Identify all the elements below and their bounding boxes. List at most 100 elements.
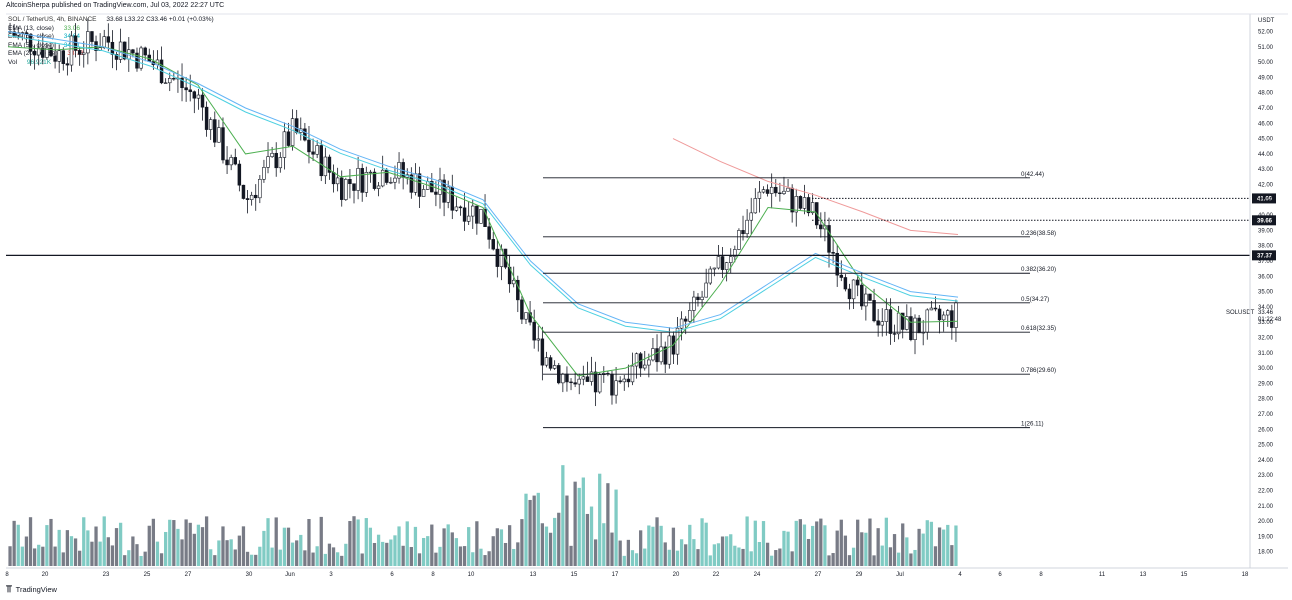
price-tick-label: 38.00 xyxy=(1258,244,1274,250)
candle-body xyxy=(311,151,315,155)
candle-body xyxy=(569,381,573,384)
volume-bar xyxy=(196,524,201,566)
price-tick-label: 24.00 xyxy=(1258,458,1274,464)
price-tick-label: 32.00 xyxy=(1258,336,1274,342)
ohlc-readout: 33.68 L33.22 C33.46 +0.01 (+0.03%) xyxy=(106,16,214,23)
volume-bar xyxy=(503,542,508,566)
candle-body xyxy=(860,284,864,307)
candle-body xyxy=(581,376,586,380)
volume-bar xyxy=(57,529,61,566)
volume-bar xyxy=(467,527,471,566)
candle-body xyxy=(544,357,549,366)
volume-bar xyxy=(716,543,721,566)
time-tick-label: 4 xyxy=(958,572,962,578)
volume-bar xyxy=(381,541,385,566)
candlesticks xyxy=(8,18,958,407)
ema-line xyxy=(7,35,959,333)
volume-bar xyxy=(28,517,33,566)
candle-body xyxy=(221,127,225,161)
volume-bar xyxy=(299,534,303,566)
volume-bar xyxy=(372,542,377,566)
volume-bar xyxy=(671,527,676,566)
volume-bar xyxy=(909,553,913,566)
candle-body xyxy=(647,359,651,366)
volume-bar xyxy=(86,530,90,566)
legend-row[interactable]: EMA (13, close) 33.06 xyxy=(8,25,214,34)
candle-body xyxy=(53,55,57,62)
candle-body xyxy=(659,346,663,363)
time-tick-label: 3 xyxy=(329,572,333,578)
time-tick-label: 27 xyxy=(185,572,192,578)
volume-bar xyxy=(12,520,16,566)
candle-body xyxy=(217,127,221,143)
candle-body xyxy=(520,299,524,320)
volume-bar xyxy=(810,525,815,566)
candle-body xyxy=(282,131,287,158)
candle-body xyxy=(929,307,934,311)
volume-bar xyxy=(131,536,135,566)
volume-bar xyxy=(700,518,704,566)
volume-bar xyxy=(823,525,827,566)
volume-bar xyxy=(950,545,954,566)
volume-bar xyxy=(565,495,569,566)
time-tick-label: 29 xyxy=(856,572,863,578)
price-tick-label: 31.00 xyxy=(1258,351,1274,357)
volume-bar xyxy=(933,546,938,566)
candle-body xyxy=(73,35,78,51)
candle-body xyxy=(204,106,209,130)
candle-body xyxy=(855,279,860,286)
candle-body xyxy=(339,177,344,200)
candle-body xyxy=(106,36,111,43)
fib-retracement[interactable]: 0(42.44) 0.236(38.58) 0.382(36.20) 0.5(34.2… xyxy=(543,171,1056,429)
volume-bar xyxy=(851,547,856,566)
volume-bar xyxy=(737,547,741,566)
volume-bar xyxy=(667,549,671,566)
candle-body xyxy=(491,239,495,250)
volume-bar xyxy=(73,538,78,566)
price-tick-label: 46.00 xyxy=(1258,121,1274,127)
candle-body xyxy=(434,191,438,195)
candle-body xyxy=(900,312,905,330)
candle-body xyxy=(409,174,414,193)
volume-bar xyxy=(102,516,106,566)
symbol-label: SOL / TetherUS, 4h, BINANCE xyxy=(8,16,97,23)
candle-body xyxy=(49,47,53,57)
candle-body xyxy=(724,262,729,270)
time-tick-label: 30 xyxy=(246,572,253,578)
candle-body xyxy=(249,194,254,200)
price-tick-label: 40.00 xyxy=(1258,213,1274,219)
candle-body xyxy=(597,374,602,393)
candle-body xyxy=(69,35,74,66)
price-tick-label: 51.00 xyxy=(1258,45,1274,51)
volume-bar xyxy=(540,523,545,566)
candle-body xyxy=(876,320,880,326)
price-tick-label: 35.00 xyxy=(1258,290,1274,296)
volume-bar xyxy=(438,546,442,566)
time-tick-label: 15 xyxy=(571,572,578,578)
volume-bar xyxy=(856,519,860,566)
volume-bar xyxy=(815,521,819,566)
candle-body xyxy=(397,162,401,179)
price-tick-label: 48.00 xyxy=(1258,91,1274,97)
fib-level-label: 1(26.11) xyxy=(1021,421,1044,428)
candle-body xyxy=(536,338,541,341)
candle-body xyxy=(864,293,868,307)
volume-bar xyxy=(45,525,49,566)
volume-bar xyxy=(323,553,327,566)
candle-body xyxy=(376,185,381,189)
candle-body xyxy=(274,152,278,169)
volume-bar xyxy=(917,528,921,566)
price-tick-label: 28.00 xyxy=(1258,397,1274,403)
candle-body xyxy=(802,197,807,209)
legend-label: EMA (200, close) xyxy=(8,50,58,58)
candle-body xyxy=(45,47,49,58)
candle-body xyxy=(200,94,205,108)
volume-bar xyxy=(229,539,233,566)
volume-bar xyxy=(389,539,393,566)
volume-bar xyxy=(69,536,74,566)
time-tick-label: 23 xyxy=(103,572,110,578)
volume-bar xyxy=(528,499,532,566)
price-axis-unit: USDT xyxy=(1258,18,1275,24)
